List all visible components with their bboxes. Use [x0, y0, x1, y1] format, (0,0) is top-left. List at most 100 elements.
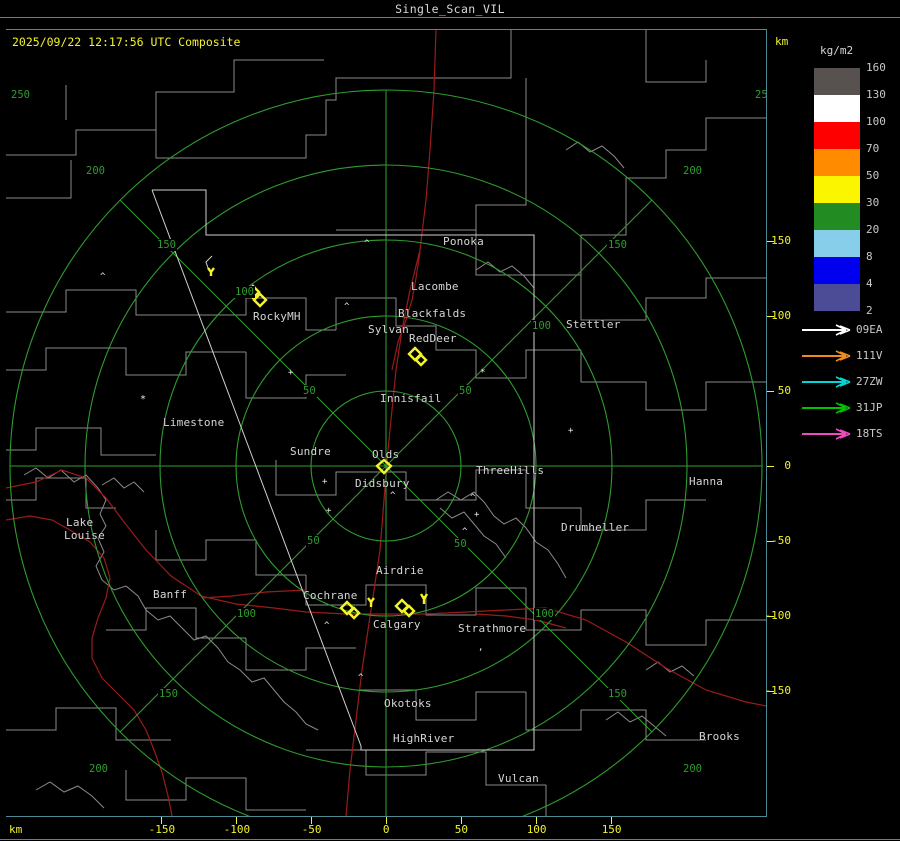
color-scale-label: 50: [866, 169, 880, 182]
city-label: Stettler: [566, 318, 621, 331]
region-outlines: [151, 189, 535, 751]
x-axis-tick-label: 50: [454, 823, 469, 836]
x-axis-tick: [161, 817, 162, 824]
city-label: Lake: [66, 516, 94, 529]
storm-cells: [207, 267, 429, 620]
city-label: Limestone: [163, 416, 225, 429]
color-scale-swatch: [814, 203, 860, 230]
x-axis-tick-label: -100: [223, 823, 251, 836]
page-title: Single_Scan_VIL: [395, 1, 505, 16]
y-axis-tick-label: 50: [777, 384, 791, 397]
color-scale-label: 160: [866, 61, 886, 74]
storm-vector-label: 111V: [856, 349, 883, 362]
color-scale-label: 70: [866, 142, 880, 155]
y-axis-tick-label: 0: [784, 459, 791, 472]
y-axis-tick: [767, 391, 774, 392]
city-label: Calgary: [373, 618, 421, 631]
city-label: Vulcan: [498, 772, 539, 785]
y-axis-unit: km: [775, 35, 789, 48]
x-axis-tick: [386, 817, 387, 824]
svg-text:^: ^: [100, 272, 106, 282]
city-label: Lacombe: [411, 280, 459, 293]
radar-plot-panel[interactable]: ^ ^ ^ + * * + + ^ + ^ ^ + ^ ^ ,: [6, 30, 766, 816]
color-scale-label: 130: [866, 88, 886, 101]
svg-text:*: *: [480, 368, 485, 378]
radar-plot-svg: ^ ^ ^ + * * + + ^ + ^ ^ + ^ ^ ,: [6, 30, 766, 816]
storm-vector-label: 18TS: [856, 427, 883, 440]
timestamp-label: 2025/09/22 12:17:56 UTC Composite: [12, 35, 241, 49]
y-axis-tick: [767, 541, 774, 542]
svg-text:^: ^: [462, 527, 468, 537]
legend-panel: kg/m2 160 130 100 70 50 30 20 8 4 2 09EA 111V 27ZW 3…: [790, 30, 896, 816]
city-label: Innisfail: [380, 392, 442, 405]
range-ring-label: 150: [607, 688, 628, 700]
window-title-bar: Single_Scan_VIL: [0, 0, 900, 17]
color-scale-swatch: [814, 284, 860, 311]
range-ring-label: 200: [682, 165, 703, 177]
range-ring-label: 250: [10, 89, 31, 101]
plot-frame-right: [766, 29, 767, 817]
x-axis-tick-label: 100: [526, 823, 547, 836]
y-axis-tick: [767, 691, 774, 692]
titlebar-divider: [0, 17, 900, 18]
range-ring-label: 50: [306, 535, 321, 547]
range-ring-label: 50: [302, 385, 317, 397]
range-ring-label: 50: [453, 538, 468, 550]
svg-text:*: *: [140, 394, 146, 405]
y-axis-tick: [767, 241, 774, 242]
range-ring-label: 200: [85, 165, 106, 177]
city-label: Olds: [372, 448, 400, 461]
color-scale-swatch: [814, 149, 860, 176]
range-ring-label: 200: [88, 763, 109, 775]
svg-text:^: ^: [344, 302, 350, 312]
county-boundaries: [6, 30, 766, 816]
city-label: Cochrane: [303, 589, 358, 602]
range-ring-label: 100: [534, 608, 555, 620]
color-scale-swatch: [814, 122, 860, 149]
svg-text:+: +: [326, 506, 332, 516]
range-ring-label: 150: [607, 239, 628, 251]
storm-vector-label: 27ZW: [856, 375, 883, 388]
range-ring-label: 100: [531, 320, 552, 332]
range-ring-label: 150: [156, 239, 177, 251]
x-axis-tick: [536, 817, 537, 824]
svg-text:^: ^: [358, 673, 364, 683]
city-label: Brooks: [699, 730, 740, 743]
color-scale-label: 100: [866, 115, 886, 128]
legend-unit-label: kg/m2: [820, 44, 854, 57]
x-axis-tick: [611, 817, 612, 824]
city-label: Sylvan: [368, 323, 409, 336]
plot-frame-bottom: [6, 816, 767, 817]
storm-vector-label: 31JP: [856, 401, 883, 414]
city-label: Airdrie: [376, 564, 424, 577]
color-scale-label: 4: [866, 277, 873, 290]
svg-text:,: ,: [478, 643, 483, 653]
x-axis-unit: km: [9, 823, 23, 836]
y-axis-tick-label: 150: [771, 234, 791, 247]
storm-vector-arrow: [800, 400, 854, 418]
svg-text:+: +: [322, 477, 328, 487]
highways: [6, 30, 766, 816]
svg-text:+: +: [288, 368, 294, 378]
svg-text:^: ^: [364, 239, 370, 249]
y-axis-tick-label: -100: [764, 609, 792, 622]
x-axis-tick: [461, 817, 462, 824]
y-axis-tick-label: -150: [764, 684, 792, 697]
city-label: ThreeHills: [476, 464, 545, 477]
color-scale-swatch: [814, 95, 860, 122]
city-label: Ponoka: [443, 235, 484, 248]
city-label: Louise: [64, 529, 105, 542]
window-frame-bottom: [0, 839, 900, 840]
range-ring-label: 200: [682, 763, 703, 775]
city-label: Banff: [153, 588, 188, 601]
range-ring-label: 100: [236, 608, 257, 620]
color-scale-label: 20: [866, 223, 880, 236]
y-axis-tick-label: 100: [771, 309, 791, 322]
city-label: Sundre: [290, 445, 331, 458]
city-label: Didsbury: [355, 477, 410, 490]
svg-text:^: ^: [470, 493, 476, 503]
storm-vector-arrow: [800, 426, 854, 444]
color-scale-label: 8: [866, 250, 873, 263]
svg-text:^: ^: [390, 491, 396, 501]
